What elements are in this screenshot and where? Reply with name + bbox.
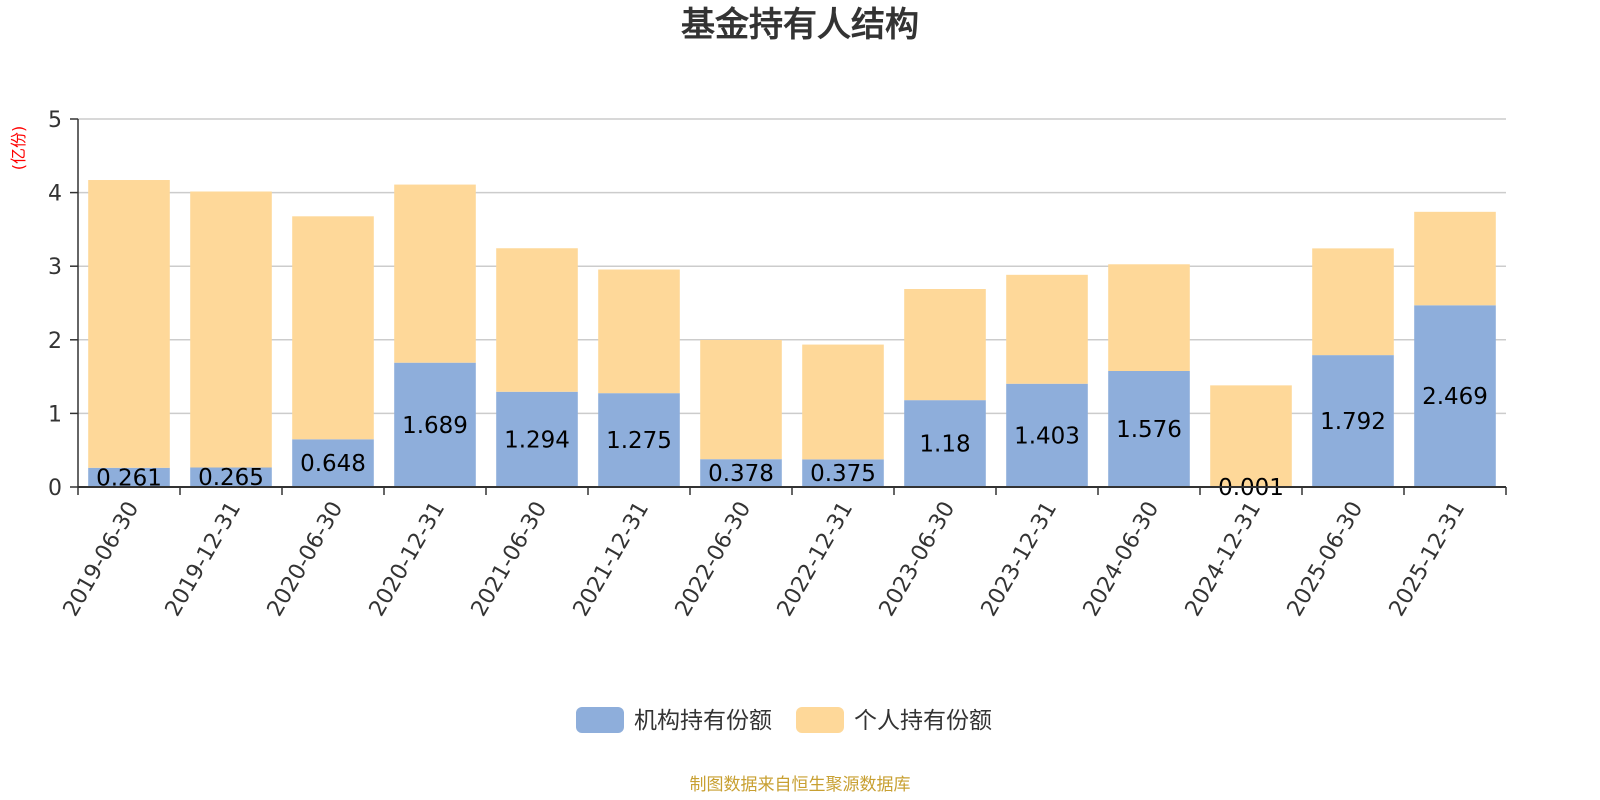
bar: [1312, 355, 1394, 487]
bar: [88, 467, 170, 487]
bar: [292, 216, 374, 440]
x-tick-label: 2020-12-31: [365, 498, 451, 621]
bar: [598, 393, 680, 487]
bar: [394, 362, 476, 487]
bar-value-label: 1.689: [402, 413, 468, 439]
chart-title: 基金持有人结构: [681, 5, 919, 45]
legend-swatch: [576, 707, 624, 733]
bar-value-label: 1.294: [504, 427, 570, 453]
bar: [1108, 371, 1190, 487]
bar: [1108, 264, 1190, 372]
y-tick-label: 0: [48, 476, 62, 501]
bar: [1210, 385, 1292, 487]
y-tick-label: 1: [48, 402, 62, 427]
x-tick-label: 2020-06-30: [263, 498, 349, 621]
bar-value-label: 1.18: [919, 432, 970, 458]
x-tick-label: 2022-06-30: [671, 498, 757, 621]
bar: [1414, 305, 1496, 487]
legend-swatch: [796, 707, 844, 733]
x-tick-label: 2019-06-30: [59, 498, 145, 621]
bar: [1006, 383, 1088, 487]
y-axis-unit-label: (亿份): [9, 126, 28, 171]
bar-value-label: 1.275: [606, 428, 672, 454]
bar-value-label: 2.469: [1422, 384, 1488, 410]
bar: [1312, 248, 1394, 356]
bar: [292, 439, 374, 487]
bar: [1006, 274, 1088, 384]
x-tick-label: 2024-12-31: [1181, 498, 1267, 621]
axes: [70, 118, 1507, 495]
x-tick-label: 2019-12-31: [161, 498, 247, 621]
bar-value-label: 0.375: [810, 461, 876, 487]
bar: [88, 180, 170, 468]
legend-label: 机构持有份额: [634, 708, 772, 734]
x-tick-label: 2024-06-30: [1079, 498, 1165, 621]
bar: [1414, 211, 1496, 306]
bar-value-label: 1.792: [1320, 409, 1386, 435]
bar: [700, 459, 782, 487]
x-tick-label: 2025-06-30: [1283, 498, 1369, 621]
x-tick-label: 2022-12-31: [773, 498, 859, 621]
legend-label: 个人持有份额: [854, 708, 992, 734]
bar-value-label: 0.378: [708, 461, 774, 487]
x-tick-label: 2023-12-31: [977, 498, 1063, 621]
bar: [598, 269, 680, 394]
bar: [394, 184, 476, 363]
y-tick-label: 5: [48, 108, 62, 133]
x-tick-label: 2021-12-31: [569, 498, 655, 621]
y-tick-label: 3: [48, 255, 62, 280]
x-tick-label: 2021-06-30: [467, 498, 553, 621]
bar: [904, 289, 986, 401]
legend: 机构持有份额 个人持有份额: [576, 707, 992, 734]
bar: [904, 400, 986, 487]
bar-value-label: 1.403: [1014, 423, 1080, 449]
y-tick-label: 4: [48, 182, 62, 207]
bar: [496, 391, 578, 487]
x-tick-label: 2025-12-31: [1385, 498, 1471, 621]
bar: [496, 248, 578, 392]
bar: [190, 467, 272, 487]
bar-value-label: 0.648: [300, 451, 366, 477]
bar: [802, 459, 884, 487]
bar: [700, 339, 782, 460]
bar: [802, 344, 884, 460]
y-tick-label: 2: [48, 329, 62, 354]
x-tick-labels: 2019-06-30 2019-12-31 2020-06-30 2020-12-31…: [59, 498, 1471, 621]
source-note: 制图数据来自恒生聚源数据库: [690, 775, 911, 795]
bars: [88, 180, 1496, 487]
y-tick-labels: 0 1 2 3 4 5: [48, 108, 62, 501]
bar-value-label: 1.576: [1116, 417, 1182, 443]
bar: [190, 191, 272, 468]
x-tick-label: 2023-06-30: [875, 498, 961, 621]
